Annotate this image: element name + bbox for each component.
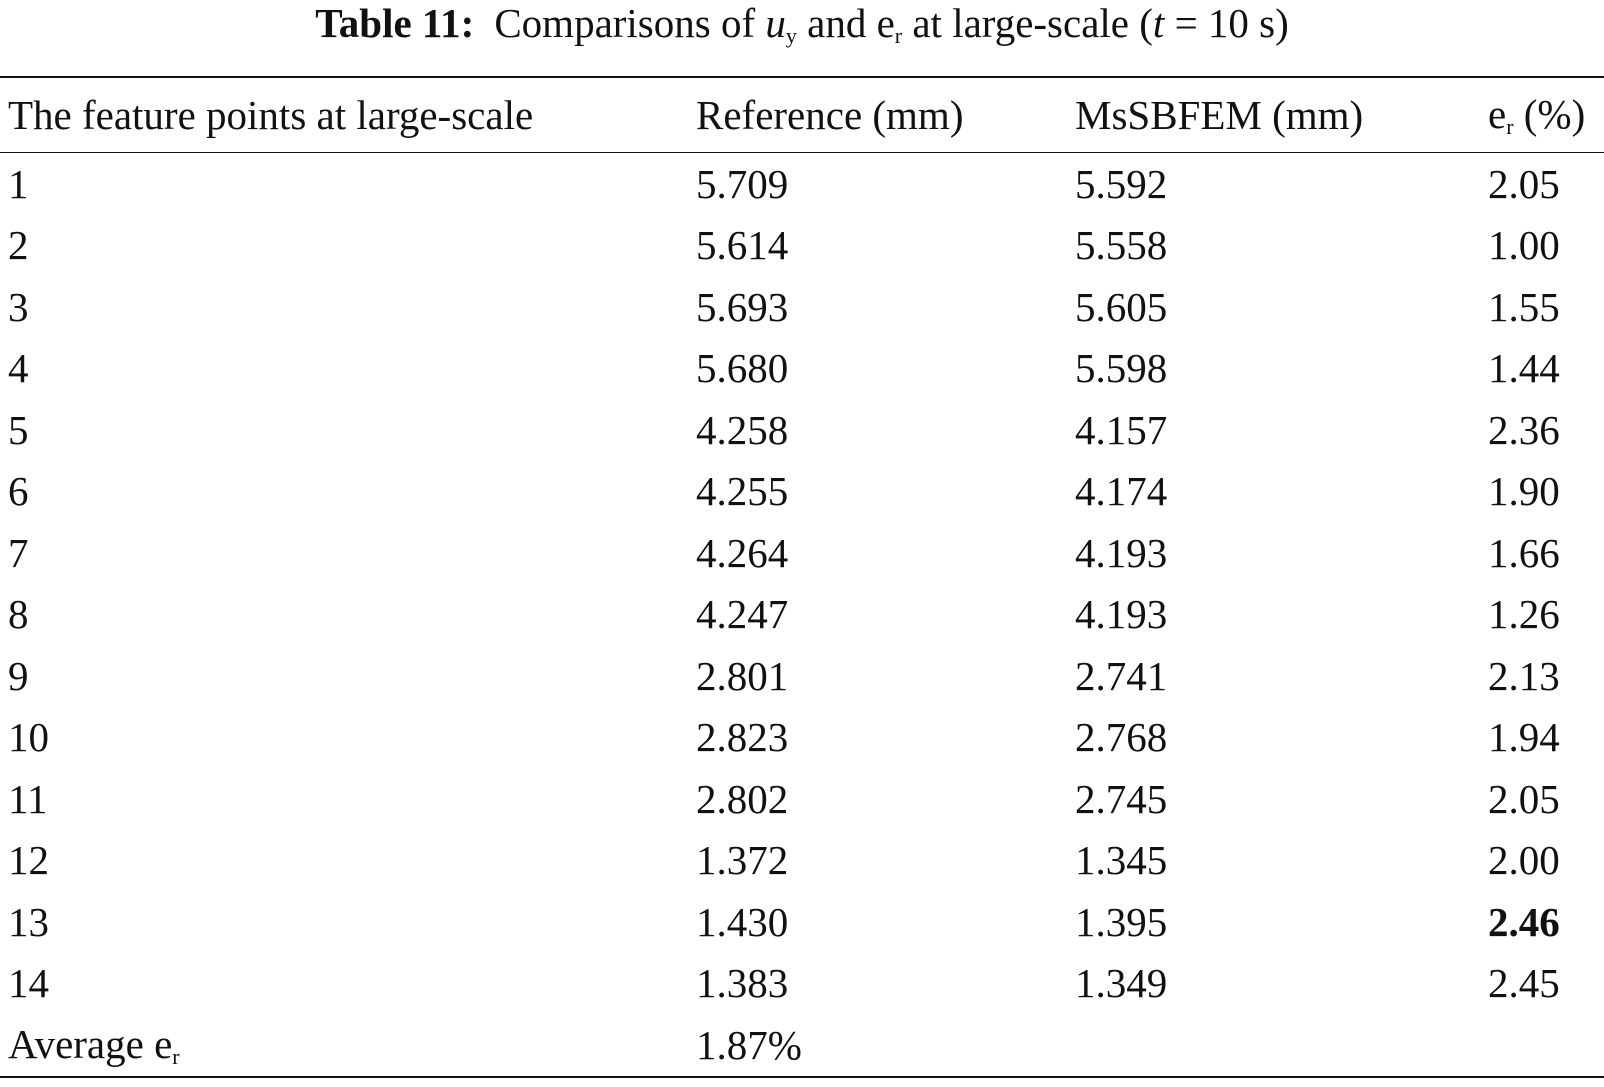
table-cell: 4.193 [1075,591,1168,638]
table-cell: 5.709 [696,160,789,207]
table-cell: 4.247 [696,591,789,638]
table-row: 12 1.372 1.345 2.00 [0,830,1604,892]
table-cell: 1.383 [696,960,789,1007]
table-cell: 2.00 [1488,837,1560,884]
table-cell: 4.255 [696,468,789,515]
table-cell: 13 [8,898,49,945]
table-row: 13 1.430 1.395 2.46 [0,891,1604,953]
average-value: 1.87% [696,1021,802,1068]
table-cell: 1.349 [1075,960,1168,1007]
text-segment: y [785,23,797,48]
table-cell: 2.45 [1488,960,1560,1007]
table-cell: 3 [8,283,29,330]
table-cell: 12 [8,837,49,884]
average-row: Average er 1.87% [0,1014,1604,1077]
table-cell: 1.66 [1488,529,1560,576]
table-cell: 2.36 [1488,406,1560,453]
table-cell: 1.55 [1488,283,1560,330]
table-cell: 1.44 [1488,345,1560,392]
table-row: 10 2.823 2.768 1.94 [0,707,1604,769]
table-cell: 5.614 [696,222,789,269]
table-cell: 4.258 [696,406,789,453]
text-segment: (%) [1513,91,1586,137]
table-cell: 5 [8,406,29,453]
text-segment: u [765,0,786,46]
table-cell: 2.05 [1488,775,1560,822]
header-row: The feature points at large-scale Referen… [0,77,1604,153]
table-row: 3 5.693 5.605 1.55 [0,276,1604,338]
table-row: 9 2.801 2.741 2.13 [0,645,1604,707]
table-body: 1 5.709 5.592 2.05 2 5.614 5.558 1.00 3 5.693 5.60… [0,153,1604,1077]
table-cell: 5.598 [1075,345,1168,392]
table-cell: 1.00 [1488,222,1560,269]
table-cell: 1.372 [696,837,789,884]
table-cell: 2.801 [696,652,789,699]
table-row: 14 1.383 1.349 2.45 [0,953,1604,1015]
text-segment: Average e [8,1020,173,1067]
text-segment: = 10 s) [1164,0,1289,46]
table-cell: 4.157 [1075,406,1168,453]
text-segment: at large-scale ( [902,0,1153,46]
table-cell: 8 [8,591,29,638]
table-row: 4 5.680 5.598 1.44 [0,338,1604,400]
table-row: 2 5.614 5.558 1.00 [0,215,1604,277]
table-cell: 2.802 [696,775,789,822]
table-cell: 14 [8,960,49,1007]
table-cell: 2 [8,222,29,269]
table-cell: 1.94 [1488,714,1560,761]
text-segment: r [172,1043,180,1069]
table-cell: 1.345 [1075,837,1168,884]
table-cell: 5.592 [1075,160,1168,207]
header-cell: er (%) [1480,77,1604,153]
text-segment: and e [796,0,895,46]
text-segment: Comparisons of [494,0,766,46]
table-cell: 2.768 [1075,714,1168,761]
header-cell: The feature points at large-scale [0,77,688,153]
table-cell: 1.90 [1488,468,1560,515]
table-cell: 2.823 [696,714,789,761]
table-row: 6 4.255 4.174 1.90 [0,461,1604,523]
table-cell: 1 [8,160,29,207]
data-table: The feature points at large-scale Referen… [0,76,1604,1078]
table-header: The feature points at large-scale Referen… [0,77,1604,153]
table-cell: 1.395 [1075,898,1168,945]
table-cell: 2.745 [1075,775,1168,822]
table-cell: 4.193 [1075,529,1168,576]
table-cell: 1.26 [1488,591,1560,638]
table-row: 1 5.709 5.592 2.05 [0,153,1604,215]
table-caption: Table 11: Comparisons of uy and er at lar… [0,0,1604,76]
table-row: 5 4.258 4.157 2.36 [0,399,1604,461]
text-segment: r [894,23,903,48]
header-cell: MsSBFEM (mm) [1067,77,1480,153]
table-cell: 7 [8,529,29,576]
table-cell: 1.430 [696,898,789,945]
table-cell: 11 [8,775,48,822]
table-cell: 4.264 [696,529,789,576]
table-cell: 10 [8,714,49,761]
table-cell: 4.174 [1075,468,1168,515]
table-row: 8 4.247 4.193 1.26 [0,584,1604,646]
table-row: 11 2.802 2.745 2.05 [0,768,1604,830]
table-cell: 2.741 [1075,652,1168,699]
table-cell: 5.605 [1075,283,1168,330]
table-cell: 5.558 [1075,222,1168,269]
text-segment: t [1152,0,1165,46]
table-cell: 5.680 [696,345,789,392]
table-cell: 2.13 [1488,652,1560,699]
header-cell: Reference (mm) [688,77,1067,153]
text-segment: r [1506,114,1514,139]
table-cell: 5.693 [696,283,789,330]
table-cell: 9 [8,652,29,699]
table-row: 7 4.264 4.193 1.66 [0,522,1604,584]
average-label: Average er [0,1014,688,1077]
table-cell: 6 [8,468,29,515]
caption-label: Table 11: [315,0,475,46]
table-cell: 2.05 [1488,160,1560,207]
table-cell: 2.46 [1488,898,1560,945]
text-segment: e [1488,91,1507,137]
table-cell: 4 [8,345,29,392]
